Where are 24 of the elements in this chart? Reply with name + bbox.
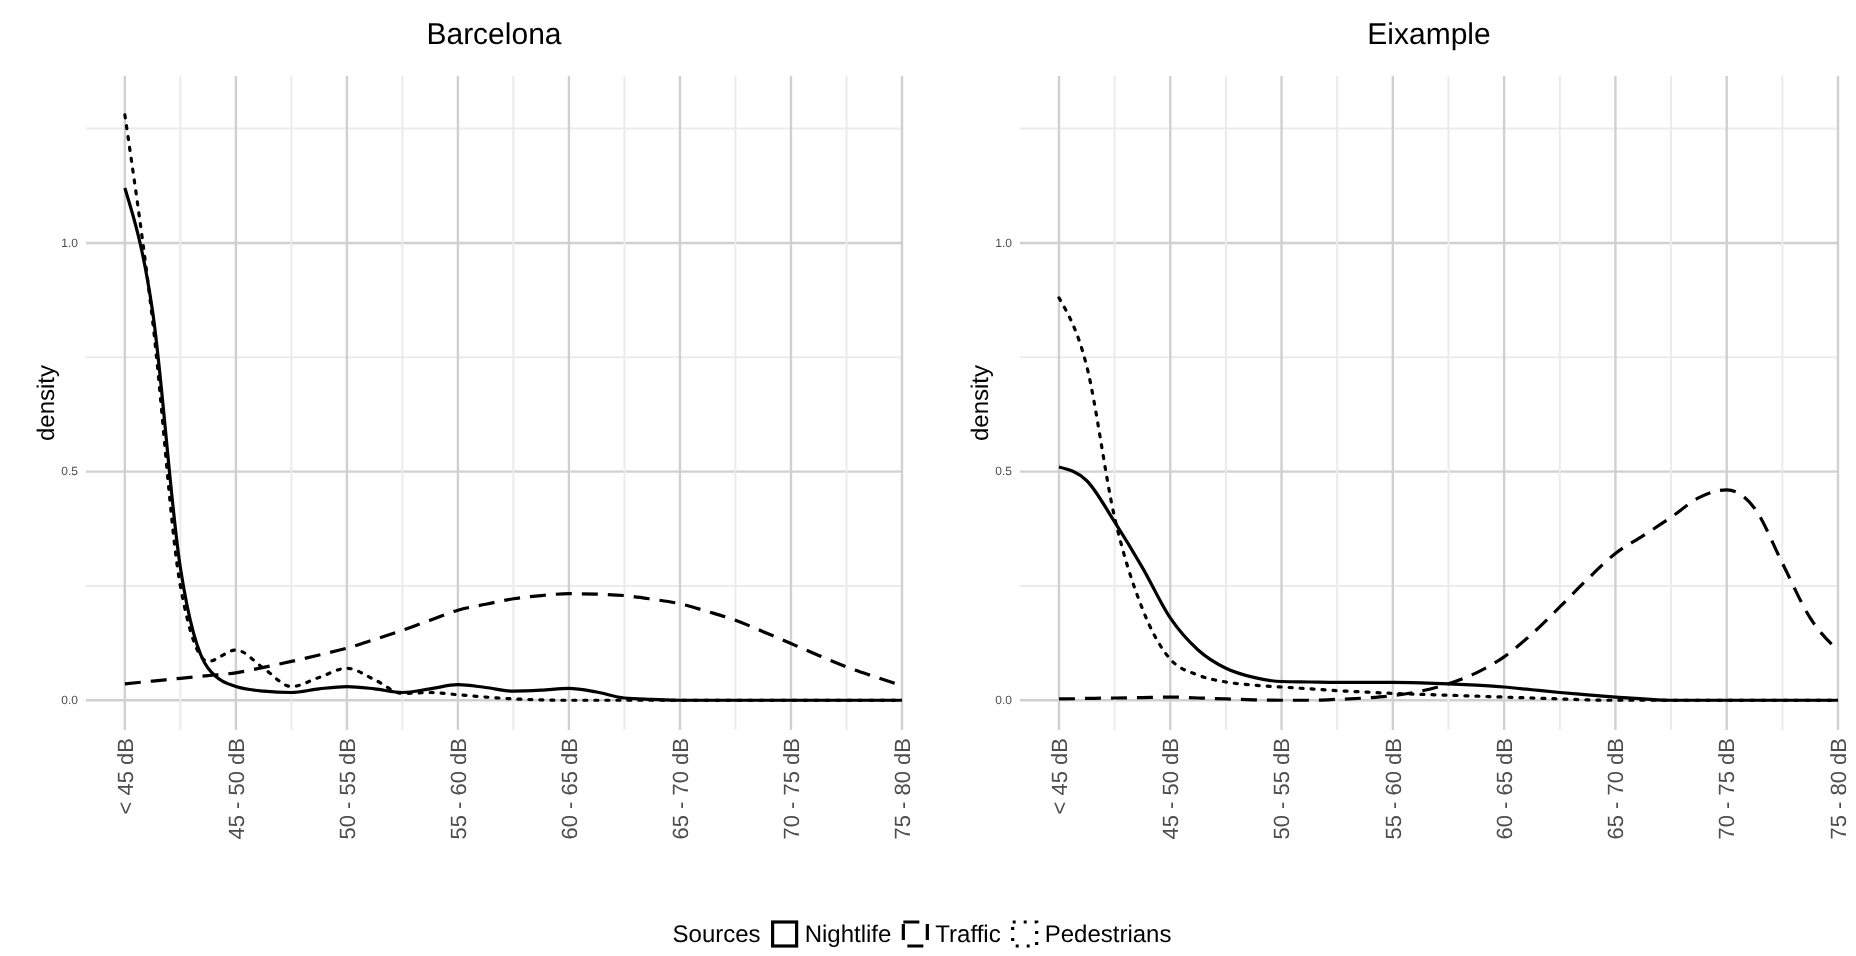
legend-label: Nightlife (804, 920, 892, 948)
x-tick-label: 45 - 50 dB (225, 738, 250, 840)
y-axis-title: density (966, 364, 994, 442)
chart-title: Barcelona (426, 18, 563, 52)
x-tick-label: 55 - 60 dB (1382, 738, 1407, 840)
x-tick-label: 55 - 60 dB (447, 738, 472, 840)
x-tick-label: 65 - 70 dB (669, 738, 694, 840)
x-tick-label: 60 - 65 dB (558, 738, 583, 840)
chart-title: Eixample (1367, 18, 1491, 52)
x-tick-label: 75 - 80 dB (1827, 738, 1852, 840)
legend-title: Sources (672, 920, 761, 948)
x-tick-label: 50 - 55 dB (336, 738, 361, 840)
legend-label: Pedestrians (1044, 920, 1172, 948)
y-axis-title: density (32, 364, 60, 442)
x-tick-label: < 45 dB (114, 738, 139, 815)
legend-label: Traffic (935, 920, 1001, 948)
x-tick-label: 75 - 80 dB (891, 738, 916, 840)
x-tick-label: 50 - 55 dB (1271, 738, 1296, 840)
x-tick-label: 65 - 70 dB (1605, 738, 1630, 840)
x-tick-label: < 45 dB (1048, 738, 1073, 815)
x-tick-label: 60 - 65 dB (1493, 738, 1518, 840)
x-tick-label: 45 - 50 dB (1159, 738, 1184, 840)
x-tick-label: 70 - 75 dB (780, 738, 805, 840)
x-tick-label: 70 - 75 dB (1716, 738, 1741, 840)
